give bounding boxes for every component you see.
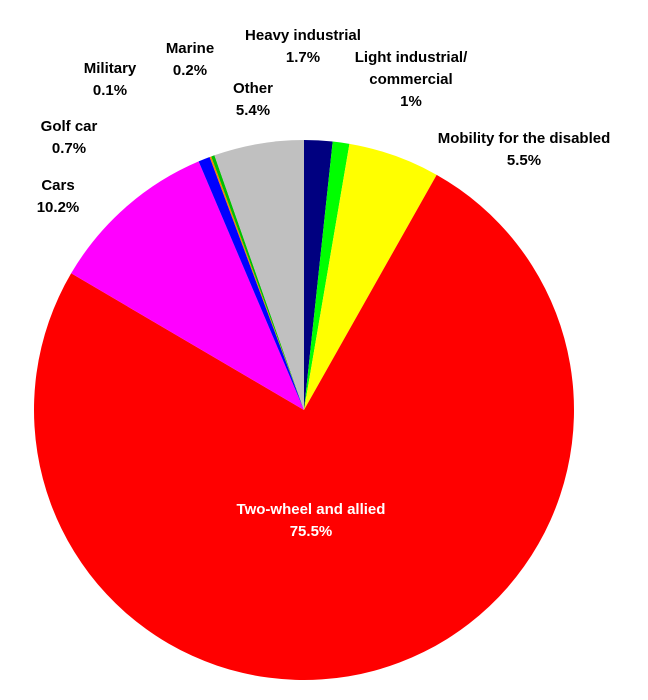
slice-label-line: Military (84, 60, 137, 77)
slice-label-line: Marine (166, 40, 214, 57)
slice-label: Heavy industrial 1.7% (245, 27, 361, 66)
pie-slice (211, 155, 304, 410)
slice-label-line: 75.5% (290, 523, 333, 540)
slice-label-line: Golf car (41, 118, 98, 135)
slice-label: Two-wheel and allied 75.5% (237, 501, 386, 540)
pie-slice (71, 161, 304, 410)
pie-slices (34, 140, 575, 680)
pie-slice (304, 140, 333, 410)
slice-label-line: Two-wheel and allied (237, 501, 386, 518)
slice-label-line: 5.5% (507, 152, 541, 169)
slice-label-line: 1.7% (286, 49, 320, 66)
slice-label: Marine 0.2% (166, 40, 214, 79)
pie-slice (198, 157, 304, 410)
slice-label: Cars 10.2% (37, 177, 80, 216)
slice-label: Golf car 0.7% (41, 118, 98, 157)
slice-label-line: Cars (41, 177, 74, 194)
slice-label-line: 10.2% (37, 199, 80, 216)
slice-label-line: 0.7% (52, 140, 86, 157)
slice-label: Military 0.1% (84, 60, 137, 99)
slice-label-line: Mobility for the disabled (438, 130, 611, 147)
slice-label: Mobility for the disabled 5.5% (438, 130, 611, 169)
pie-labels: Heavy industrial 1.7% Light industrial/com… (37, 27, 611, 540)
slice-label-line: 0.2% (173, 62, 207, 79)
pie-slice (34, 174, 575, 680)
slice-label-line: commercial (369, 71, 452, 88)
slice-label-line: 1% (400, 93, 422, 110)
slice-label-line: 0.1% (93, 82, 127, 99)
pie-slice (304, 143, 437, 411)
slice-label: Light industrial/commercial 1% (355, 49, 468, 110)
slice-label: Other 5.4% (233, 80, 273, 119)
slice-label-line: 5.4% (236, 102, 270, 119)
slice-label-line: Light industrial/ (355, 49, 468, 66)
pie-slice (304, 141, 350, 410)
pie-slice (209, 156, 304, 410)
pie-slice (214, 140, 304, 410)
slice-label-line: Heavy industrial (245, 27, 361, 44)
slice-label-line: Other (233, 80, 273, 97)
